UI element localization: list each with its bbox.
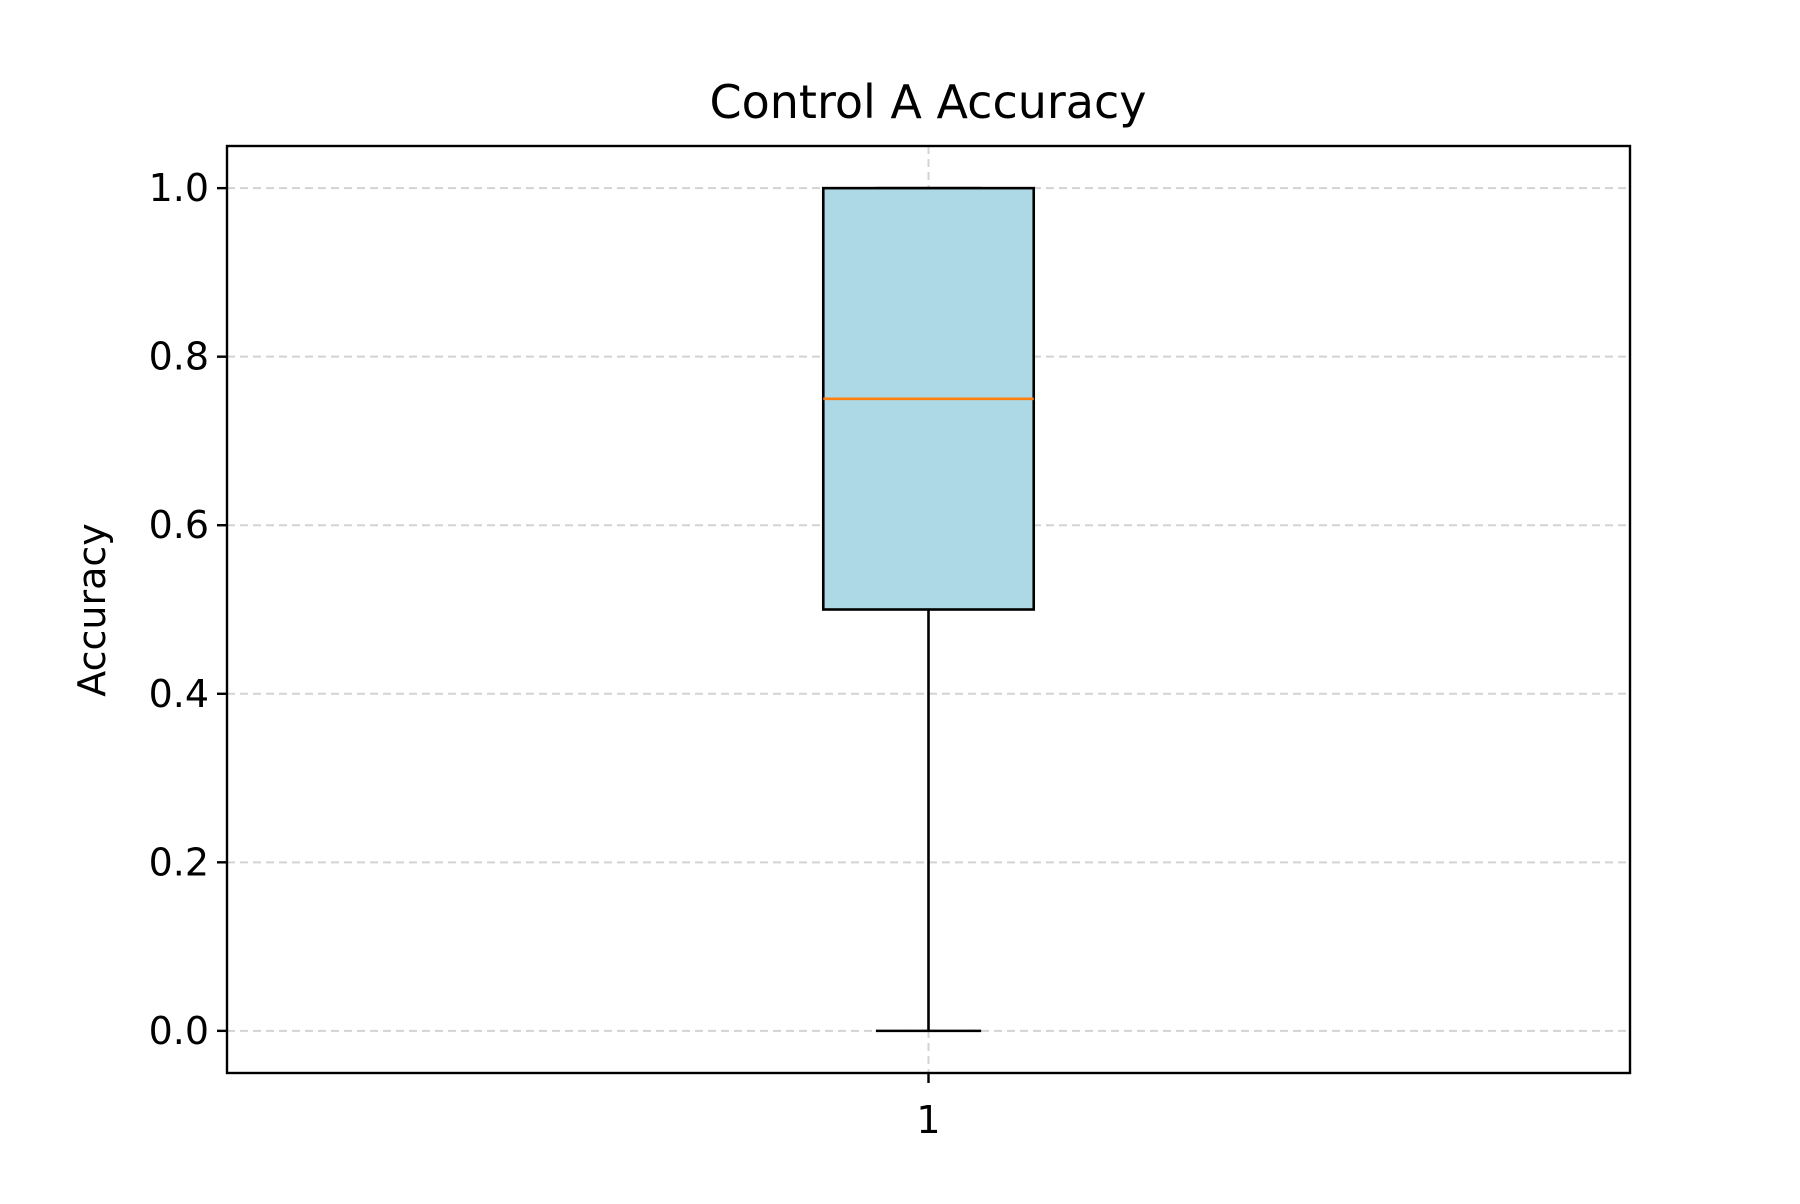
y-tick-label: 0.2	[149, 840, 209, 884]
y-tick-label: 0.0	[149, 1009, 209, 1053]
y-tick-label: 0.4	[149, 672, 209, 716]
x-tick-label: 1	[916, 1098, 940, 1142]
y-axis-label: Accuracy	[70, 523, 114, 697]
chart-title: Control A Accuracy	[710, 75, 1147, 129]
tick-layer: 0.0 0.2 0.4 0.6 0.8 1.0 1	[149, 166, 941, 1142]
box-layer	[821, 186, 1036, 1033]
y-tick-label: 0.6	[149, 503, 209, 547]
y-tick-label: 0.8	[149, 335, 209, 379]
y-tick-label: 1.0	[149, 166, 209, 210]
